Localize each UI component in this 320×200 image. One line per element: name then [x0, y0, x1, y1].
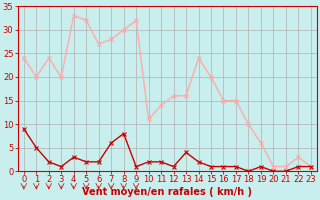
X-axis label: Vent moyen/en rafales ( km/h ): Vent moyen/en rafales ( km/h ) — [82, 187, 252, 197]
